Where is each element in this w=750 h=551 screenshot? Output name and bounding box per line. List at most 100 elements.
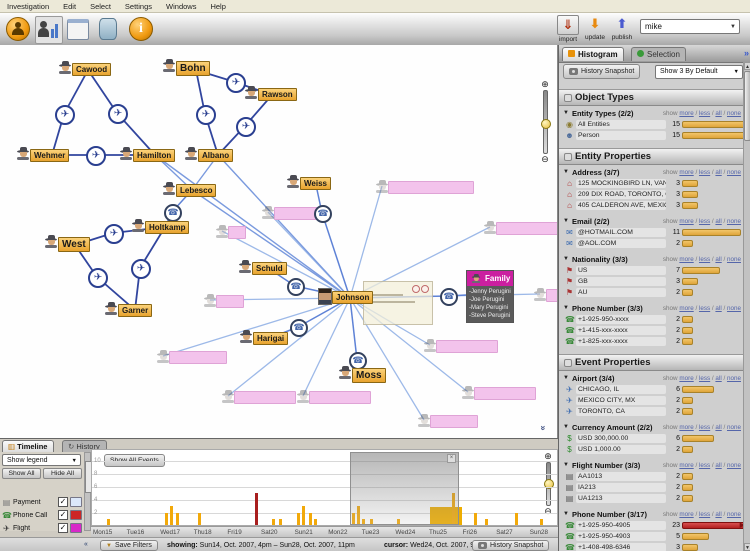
- show-less-link[interactable]: less: [698, 374, 711, 382]
- histogram-row[interactable]: ✈ TORONTO, CA 2: [559, 406, 744, 417]
- collapse-icon[interactable]: ▼: [563, 305, 569, 311]
- legend-item-flight[interactable]: ✈ Flight ✓: [2, 522, 82, 534]
- show-all-link[interactable]: all: [715, 461, 722, 469]
- flight-event-icon[interactable]: ✈: [55, 105, 75, 125]
- show-none-link[interactable]: none: [726, 304, 741, 312]
- show-more-link[interactable]: more: [679, 217, 694, 225]
- show-all-link[interactable]: all: [715, 168, 722, 176]
- scroll-down-icon[interactable]: ▼: [744, 543, 750, 551]
- tab-histogram[interactable]: Histogram: [562, 47, 624, 61]
- histogram-row[interactable]: ⚑ GB 3: [559, 276, 744, 287]
- person-badge-icon[interactable]: [5, 16, 31, 42]
- menu-windows[interactable]: Windows: [166, 1, 197, 11]
- show-none-link[interactable]: none: [726, 461, 741, 469]
- link-chart-icon[interactable]: [35, 16, 63, 44]
- flight-event-icon[interactable]: ✈: [104, 224, 124, 244]
- histogram-row[interactable]: ⚑ AU 2: [559, 287, 744, 298]
- flight-event-icon[interactable]: ✈: [86, 146, 106, 166]
- menu-edit[interactable]: Edit: [63, 1, 77, 11]
- graph-canvas[interactable]: ✈ ✈ ✈ ✈ ✈ ✈ ✈ ✈ ✈ ☎ ☎ ☎ ☎ ☎ ☎ Cawood Bohn Rawson Wehmer Ham…: [0, 45, 558, 438]
- import-button[interactable]: ⇓ import: [556, 15, 580, 43]
- phone-call-event-icon[interactable]: ☎: [164, 204, 182, 222]
- show-less-link[interactable]: less: [698, 255, 711, 263]
- histogram-row[interactable]: ☎ +1-825-xxx-xxxx 2: [559, 336, 744, 347]
- histogram-row[interactable]: ✉ @AOL.COM 2: [559, 238, 744, 249]
- zoom-knob[interactable]: [540, 119, 551, 129]
- histogram-row[interactable]: ▤ IA213 2: [559, 482, 744, 493]
- zoom-in-icon[interactable]: ⊕: [541, 79, 549, 89]
- legend-color-swatch[interactable]: [70, 510, 82, 520]
- histogram-row[interactable]: ✈ MEXICO CITY, MX 2: [559, 395, 744, 406]
- show-less-link[interactable]: less: [698, 217, 711, 225]
- zoom-out-icon[interactable]: ⊖: [541, 154, 549, 164]
- event-bar[interactable]: [107, 519, 110, 525]
- menu-help[interactable]: Help: [210, 1, 226, 11]
- show-more-link[interactable]: more: [679, 423, 694, 431]
- event-bar[interactable]: [515, 513, 518, 525]
- show-more-link[interactable]: more: [679, 109, 694, 117]
- menu-investigation[interactable]: Investigation: [7, 1, 50, 11]
- show-more-link[interactable]: more: [679, 510, 694, 518]
- histogram-row[interactable]: ☎ +1-925-950-4905 23 ▶: [559, 520, 744, 531]
- event-bar[interactable]: [255, 493, 258, 525]
- histogram-row[interactable]: ⌂ 209 DIX ROAD, TORONTO, ON, 45435 CA 3: [559, 189, 744, 200]
- histogram-row[interactable]: ☎ +1-925-950-4903 5: [559, 531, 744, 542]
- tab-selection[interactable]: Selection: [631, 47, 686, 61]
- show-more-link[interactable]: more: [679, 168, 694, 176]
- flight-event-icon[interactable]: ✈: [196, 105, 216, 125]
- phone-call-event-icon[interactable]: ☎: [290, 319, 308, 337]
- panel-scrollbar[interactable]: ▲ ▼: [743, 62, 750, 551]
- workspace-select[interactable]: mike ▼: [640, 19, 740, 34]
- show-none-link[interactable]: none: [726, 217, 741, 225]
- event-bar[interactable]: [540, 519, 543, 525]
- show-less-link[interactable]: less: [698, 304, 711, 312]
- menu-select[interactable]: Select: [90, 1, 111, 11]
- flight-event-icon[interactable]: ✈: [236, 117, 256, 137]
- flight-event-icon[interactable]: ✈: [226, 73, 246, 93]
- phone-call-event-icon[interactable]: ☎: [314, 205, 332, 223]
- timeline-zoom-slider[interactable]: ⊕ ⊖: [541, 452, 555, 516]
- show-more-link[interactable]: more: [679, 255, 694, 263]
- collapse-icon[interactable]: ▼: [563, 169, 569, 175]
- show-more-link[interactable]: more: [679, 461, 694, 469]
- publish-button[interactable]: ⬆ publish: [610, 15, 634, 41]
- show-none-link[interactable]: none: [726, 510, 741, 518]
- legend-mode-select[interactable]: Show legend ▼: [2, 454, 81, 466]
- show-all-button[interactable]: Show All: [2, 468, 41, 479]
- show-all-link[interactable]: all: [715, 109, 722, 117]
- show-more-link[interactable]: more: [679, 374, 694, 382]
- legend-checkbox[interactable]: ✓: [58, 523, 68, 533]
- show-less-link[interactable]: less: [698, 510, 711, 518]
- show-none-link[interactable]: none: [726, 109, 741, 117]
- info-icon[interactable]: i: [128, 16, 154, 42]
- collapse-icon[interactable]: ▼: [563, 110, 569, 116]
- collapse-icon[interactable]: ▼: [563, 256, 569, 262]
- show-all-events-button[interactable]: Show All Events: [104, 454, 165, 467]
- event-bar[interactable]: [297, 513, 300, 525]
- show-none-link[interactable]: none: [726, 255, 741, 263]
- scroll-thumb[interactable]: [744, 71, 750, 141]
- zoom-knob[interactable]: [543, 479, 554, 489]
- histogram-row[interactable]: ☻ Person 15: [559, 130, 744, 141]
- event-bar[interactable]: [176, 513, 179, 525]
- histogram-row[interactable]: ☎ +1-408-498-6346 3: [559, 542, 744, 551]
- collapse-icon[interactable]: ▼: [563, 462, 569, 468]
- histogram-row[interactable]: $ USD 300,000.00 6: [559, 433, 744, 444]
- legend-scrollbar[interactable]: [84, 452, 92, 531]
- phone-call-event-icon[interactable]: ☎: [440, 288, 458, 306]
- panel-expand-icon[interactable]: »: [743, 48, 749, 58]
- menu-settings[interactable]: Settings: [124, 1, 153, 11]
- event-bar[interactable]: [474, 513, 477, 525]
- legend-color-swatch[interactable]: [70, 497, 82, 507]
- histogram-row[interactable]: ☎ +1-925-950-xxxx 2: [559, 314, 744, 325]
- update-button[interactable]: ⬇ update: [583, 15, 607, 41]
- zoom-out-icon[interactable]: ⊖: [544, 506, 552, 516]
- database-icon[interactable]: [95, 16, 121, 42]
- node-family[interactable]: Family -Jenny Perugini -Joe Perugini -Mary …: [466, 270, 514, 323]
- histogram-row[interactable]: ⚑ US 7: [559, 265, 744, 276]
- show-all-link[interactable]: all: [715, 510, 722, 518]
- collapse-icon[interactable]: ▼: [563, 218, 569, 224]
- tab-timeline[interactable]: ▥ Timeline: [2, 440, 55, 452]
- histogram-row[interactable]: ⌂ 125 MOCKINGBIRD LN, VANCOUVER, B... 3: [559, 178, 744, 189]
- scroll-up-icon[interactable]: ▲: [744, 62, 750, 70]
